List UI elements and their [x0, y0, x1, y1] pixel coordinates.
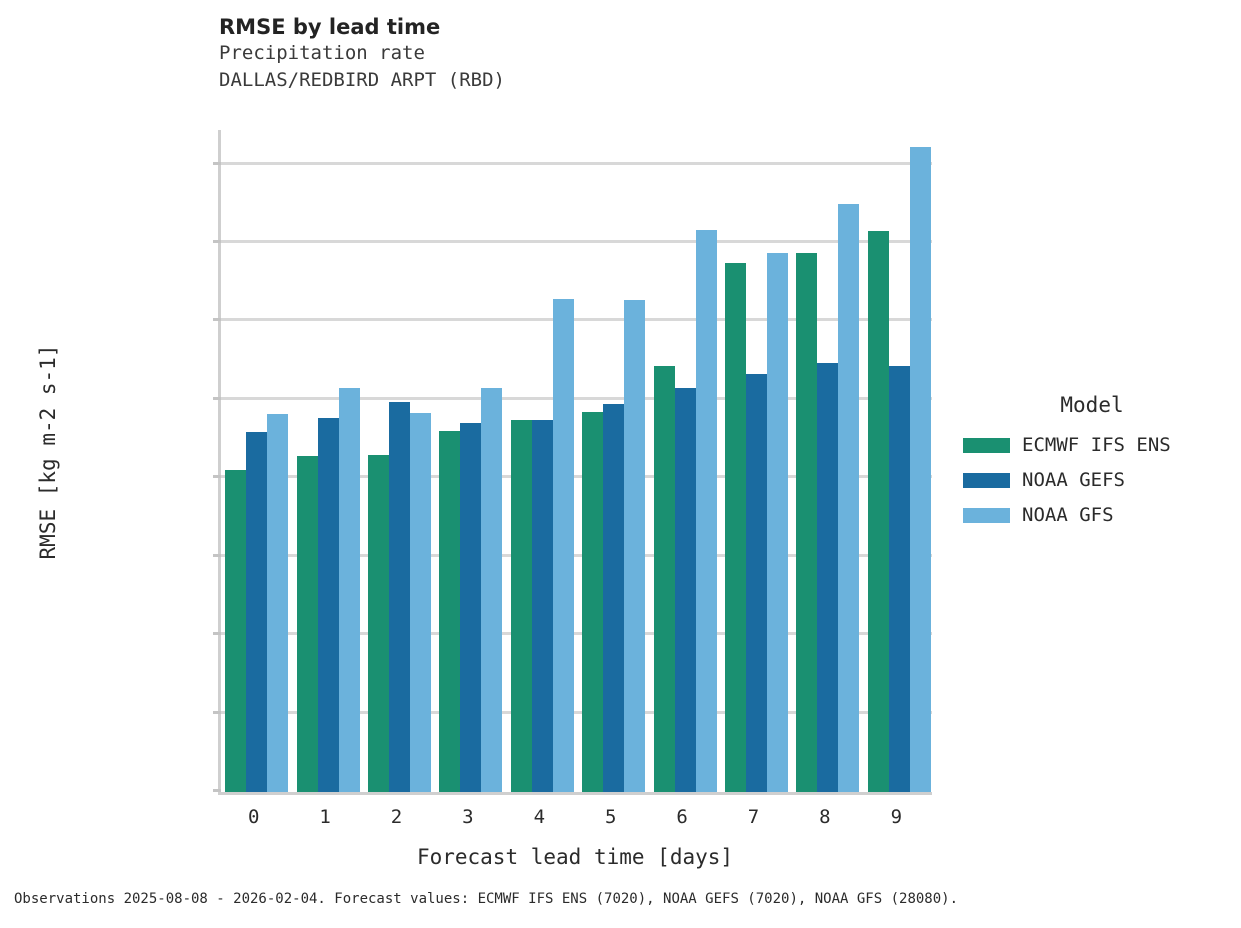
gridline	[221, 710, 932, 714]
gridline	[221, 475, 932, 479]
legend-item-noaa-gfs[interactable]: NOAA GFS	[963, 498, 1221, 533]
bar-ecmwf-ifs-ens-day-6[interactable]	[653, 366, 675, 792]
chart-subtitle-station: DALLAS/REDBIRD ARPT (RBD)	[219, 69, 505, 91]
gridline	[221, 396, 932, 400]
bar-group-4	[510, 130, 574, 792]
bar-noaa-gfs-day-5[interactable]	[624, 299, 646, 792]
bar-group-6	[653, 130, 717, 792]
bar-noaa-gfs-day-0[interactable]	[267, 414, 289, 792]
bar-group-2	[368, 130, 431, 792]
legend-swatch-icon	[963, 508, 1010, 523]
bar-noaa-gefs-day-9[interactable]	[888, 366, 910, 792]
legend-item-ecmwf-ifs-ens[interactable]: ECMWF IFS ENS	[963, 428, 1221, 463]
bar-noaa-gefs-day-3[interactable]	[460, 423, 482, 792]
x-tick-label-6: 6	[676, 806, 688, 828]
bar-ecmwf-ifs-ens-day-7[interactable]	[725, 263, 746, 792]
bar-group-0	[225, 130, 289, 792]
bar-group-3	[439, 130, 503, 792]
chart-subtitle-variable: Precipitation rate	[219, 42, 425, 64]
bar-noaa-gfs-day-9[interactable]	[909, 147, 931, 792]
bar-noaa-gefs-day-8[interactable]	[817, 363, 839, 792]
bar-group-7	[725, 130, 788, 792]
bar-ecmwf-ifs-ens-day-9[interactable]	[867, 230, 889, 792]
bar-group-9	[867, 130, 931, 792]
y-tick-mark	[213, 710, 221, 714]
bars-layer	[221, 130, 932, 792]
x-axis-title: Forecast lead time [days]	[416, 845, 734, 869]
y-tick-mark	[213, 161, 221, 165]
x-tick-label-7: 7	[747, 806, 760, 828]
bar-noaa-gfs-day-4[interactable]	[552, 298, 574, 792]
gridline	[221, 318, 932, 322]
legend-item-noaa-gefs[interactable]: NOAA GEFS	[963, 463, 1221, 498]
legend-rows: ECMWF IFS ENS NOAA GEFS NOAA GFS	[963, 428, 1221, 533]
gridline	[221, 161, 932, 165]
gridline	[221, 240, 932, 244]
bar-group-1	[296, 130, 360, 792]
bar-noaa-gefs-day-5[interactable]	[603, 403, 625, 792]
page-title: RMSE by lead time	[219, 15, 441, 39]
y-tick-mark	[213, 475, 221, 479]
bar-group-5	[582, 130, 646, 792]
bar-noaa-gfs-day-6[interactable]	[695, 229, 717, 792]
gridline	[221, 553, 932, 557]
x-tick-label-8: 8	[819, 806, 831, 828]
bar-group-8	[796, 130, 860, 792]
y-tick-mark	[213, 240, 221, 244]
y-tick-mark	[213, 396, 221, 400]
bar-ecmwf-ifs-ens-day-0[interactable]	[225, 470, 247, 792]
bar-noaa-gefs-day-1[interactable]	[317, 418, 339, 792]
plot-area	[213, 130, 932, 795]
y-axis-title: RMSE [kg m-2 s-1]	[36, 344, 60, 560]
x-tick-label-4: 4	[533, 806, 546, 828]
legend-item-label: NOAA GEFS	[1022, 469, 1125, 491]
bar-noaa-gefs-day-7[interactable]	[746, 373, 767, 792]
bar-noaa-gfs-day-3[interactable]	[481, 387, 503, 792]
bar-noaa-gefs-day-6[interactable]	[674, 387, 696, 792]
bar-noaa-gfs-day-2[interactable]	[410, 413, 431, 792]
bar-ecmwf-ifs-ens-day-3[interactable]	[439, 431, 461, 792]
legend: Model ECMWF IFS ENS NOAA GEFS NOAA GFS	[963, 392, 1221, 533]
bar-ecmwf-ifs-ens-day-2[interactable]	[368, 455, 389, 792]
bar-ecmwf-ifs-ens-day-1[interactable]	[296, 456, 318, 792]
bar-noaa-gfs-day-7[interactable]	[767, 253, 788, 792]
bar-ecmwf-ifs-ens-day-8[interactable]	[796, 253, 818, 792]
x-tick-label-3: 3	[462, 806, 474, 828]
x-tick-label-2: 2	[390, 806, 403, 828]
legend-swatch-icon	[963, 473, 1010, 488]
bar-noaa-gefs-day-4[interactable]	[531, 420, 553, 792]
bar-noaa-gefs-day-2[interactable]	[389, 401, 410, 792]
x-tick-label-1: 1	[319, 806, 331, 828]
bar-ecmwf-ifs-ens-day-5[interactable]	[582, 412, 604, 792]
footer-note: Observations 2025-08-08 - 2026-02-04. Fo…	[14, 891, 959, 907]
x-tick-label-5: 5	[604, 806, 617, 828]
bar-ecmwf-ifs-ens-day-4[interactable]	[510, 420, 532, 792]
y-tick-mark	[213, 553, 221, 557]
bar-noaa-gfs-day-8[interactable]	[838, 204, 860, 792]
legend-swatch-icon	[963, 438, 1010, 453]
bar-noaa-gfs-day-1[interactable]	[338, 387, 360, 792]
x-tick-label-9: 9	[890, 806, 903, 828]
y-tick-mark	[213, 632, 221, 636]
y-tick-mark	[213, 318, 221, 322]
legend-item-label: NOAA GFS	[1022, 504, 1114, 526]
y-tick-mark	[213, 789, 221, 792]
x-tick-label-0: 0	[247, 806, 260, 828]
title-block: RMSE by lead time Precipitation rate DAL…	[219, 14, 919, 94]
legend-item-label: ECMWF IFS ENS	[1022, 434, 1171, 456]
gridlines	[221, 130, 932, 792]
gridline	[221, 632, 932, 636]
bar-noaa-gefs-day-0[interactable]	[246, 431, 268, 792]
legend-title: Model	[1060, 393, 1124, 417]
